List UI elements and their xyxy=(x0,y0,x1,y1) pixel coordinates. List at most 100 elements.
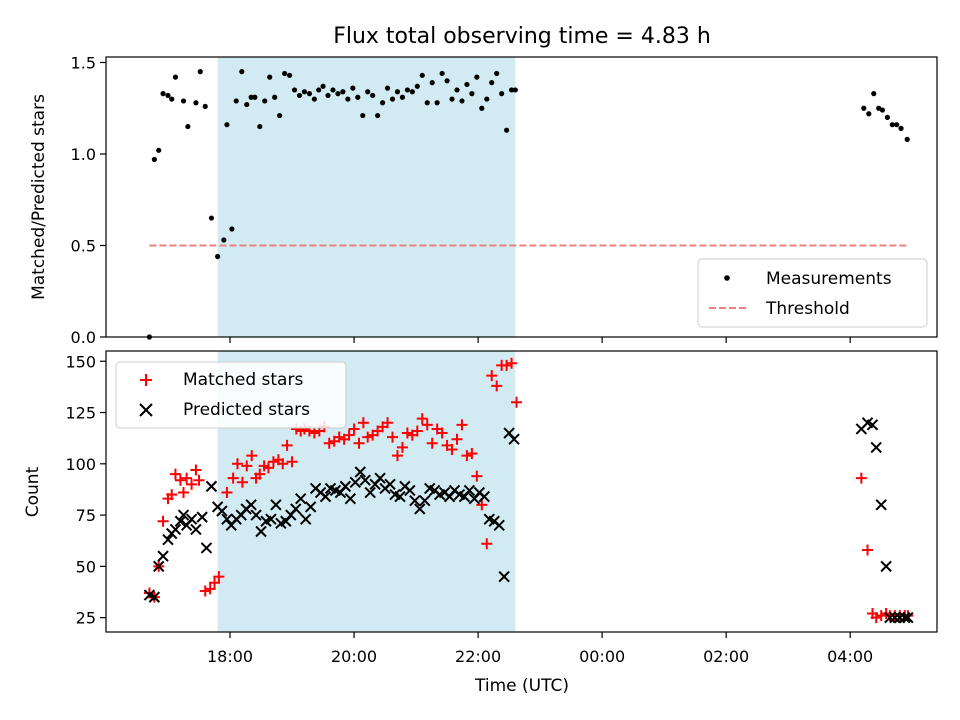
matched-star-point xyxy=(178,487,190,499)
predicted-star-point xyxy=(245,499,257,511)
matched-star-point xyxy=(391,450,403,462)
predicted-star-point xyxy=(339,480,352,493)
top-x-ticks xyxy=(229,337,851,343)
predicted-stars-points xyxy=(143,417,914,624)
measurement-point xyxy=(469,91,475,97)
matched-star-point xyxy=(186,478,198,490)
top-y-tick-label: 1.0 xyxy=(71,145,96,164)
measurement-point xyxy=(252,94,258,100)
matched-star-point xyxy=(343,429,355,441)
measurement-point xyxy=(244,101,250,108)
matched-star-point xyxy=(855,472,867,484)
measurement-point xyxy=(185,123,191,130)
predicted-star-point xyxy=(190,523,202,536)
measurement-point xyxy=(316,87,322,93)
matched-star-point xyxy=(221,487,233,499)
matched-star-point xyxy=(277,458,289,470)
chart-title: Flux total observing time = 4.83 h xyxy=(333,24,711,49)
measurement-point xyxy=(884,114,890,120)
measurement-point xyxy=(449,96,455,102)
measurement-point xyxy=(365,89,371,95)
measurement-point xyxy=(221,237,227,243)
top-legend: Measurements Threshold xyxy=(697,258,928,328)
measurement-point xyxy=(479,105,485,111)
predicted-star-point xyxy=(304,501,317,513)
matched-star-point xyxy=(193,474,205,486)
measurement-point xyxy=(267,74,273,80)
bottom-y-axis-label: Count xyxy=(23,466,43,517)
measurement-point xyxy=(224,122,230,128)
matched-star-point xyxy=(511,396,523,408)
matched-star-point xyxy=(286,456,298,468)
measurement-point xyxy=(239,69,245,75)
measurement-point xyxy=(345,96,351,102)
matched-star-point xyxy=(426,437,438,449)
top-y-tick-label: 0.0 xyxy=(71,328,96,347)
x-tick-label: 20:00 xyxy=(331,647,377,666)
matched-star-point xyxy=(174,474,186,486)
predicted-star-point xyxy=(404,484,416,497)
measurement-point xyxy=(861,105,867,111)
measurement-point xyxy=(248,94,254,100)
top-y-tick-label: 1.5 xyxy=(71,53,96,72)
predicted-star-point xyxy=(349,476,362,488)
predicted-star-point xyxy=(157,550,169,562)
matched-star-point xyxy=(476,499,488,511)
matched-star-point xyxy=(416,413,428,425)
predicted-star-point xyxy=(493,519,505,532)
measurement-point xyxy=(464,81,470,88)
matched-star-point xyxy=(166,489,178,501)
matched-star-point xyxy=(169,468,181,480)
measurement-point xyxy=(311,96,317,102)
top-y-tick-label: 0.5 xyxy=(71,236,96,255)
measurement-point xyxy=(494,70,500,77)
measurement-point xyxy=(277,112,283,119)
measurement-point xyxy=(499,91,505,97)
measurement-point xyxy=(375,112,381,119)
bottom-axes-frame xyxy=(105,350,938,633)
matched-star-point xyxy=(501,359,513,371)
measurement-point xyxy=(444,78,450,84)
matched-star-point xyxy=(181,472,193,484)
measurement-point xyxy=(325,92,331,99)
predicted-star-point xyxy=(148,591,161,603)
measurement-point xyxy=(197,69,203,75)
predicted-star-point xyxy=(270,499,282,511)
matched-star-point xyxy=(157,515,169,527)
matched-star-point xyxy=(204,583,216,595)
matched-star-point xyxy=(481,538,493,550)
measurement-point xyxy=(894,122,900,128)
predicted-star-point xyxy=(185,513,198,525)
predicted-star-point xyxy=(384,478,396,491)
legend-measurements-label: Measurements xyxy=(766,269,892,289)
matched-star-point xyxy=(281,439,293,451)
measurement-point xyxy=(272,94,278,100)
bottom-x-ticks: 18:00 20:00 22:00 00:00 02:00 04:00 xyxy=(207,632,873,666)
predicted-star-point xyxy=(255,525,267,538)
measurement-point xyxy=(419,72,425,78)
matched-star-point xyxy=(491,380,503,392)
matched-star-point xyxy=(267,456,279,468)
matched-star-point xyxy=(446,443,458,455)
predicted-star-point xyxy=(319,490,332,503)
predicted-star-point xyxy=(374,472,386,484)
predicted-star-point xyxy=(354,466,366,478)
measurement-point xyxy=(282,70,288,77)
measurement-point xyxy=(399,94,406,100)
matched-star-point xyxy=(466,448,478,460)
measurement-point xyxy=(306,91,313,97)
top-panel: 0.0 0.5 1.0 1.5 Matched/Predicted stars Mea… xyxy=(29,53,938,347)
matched-star-point xyxy=(209,577,221,589)
measurement-point xyxy=(389,96,396,102)
legend-predicted-marker xyxy=(139,403,153,417)
bottom-y-tick-label: 150 xyxy=(65,352,96,371)
predicted-star-point xyxy=(359,474,371,486)
bottom-y-tick-label: 125 xyxy=(65,404,96,423)
measurement-point xyxy=(340,89,346,95)
measurement-point xyxy=(889,122,895,128)
matched-star-point xyxy=(213,571,225,583)
predicted-star-point xyxy=(295,492,307,505)
x-tick-label: 18:00 xyxy=(207,647,253,666)
bottom-y-tick-label: 25 xyxy=(76,609,96,628)
measurement-point xyxy=(379,100,386,106)
